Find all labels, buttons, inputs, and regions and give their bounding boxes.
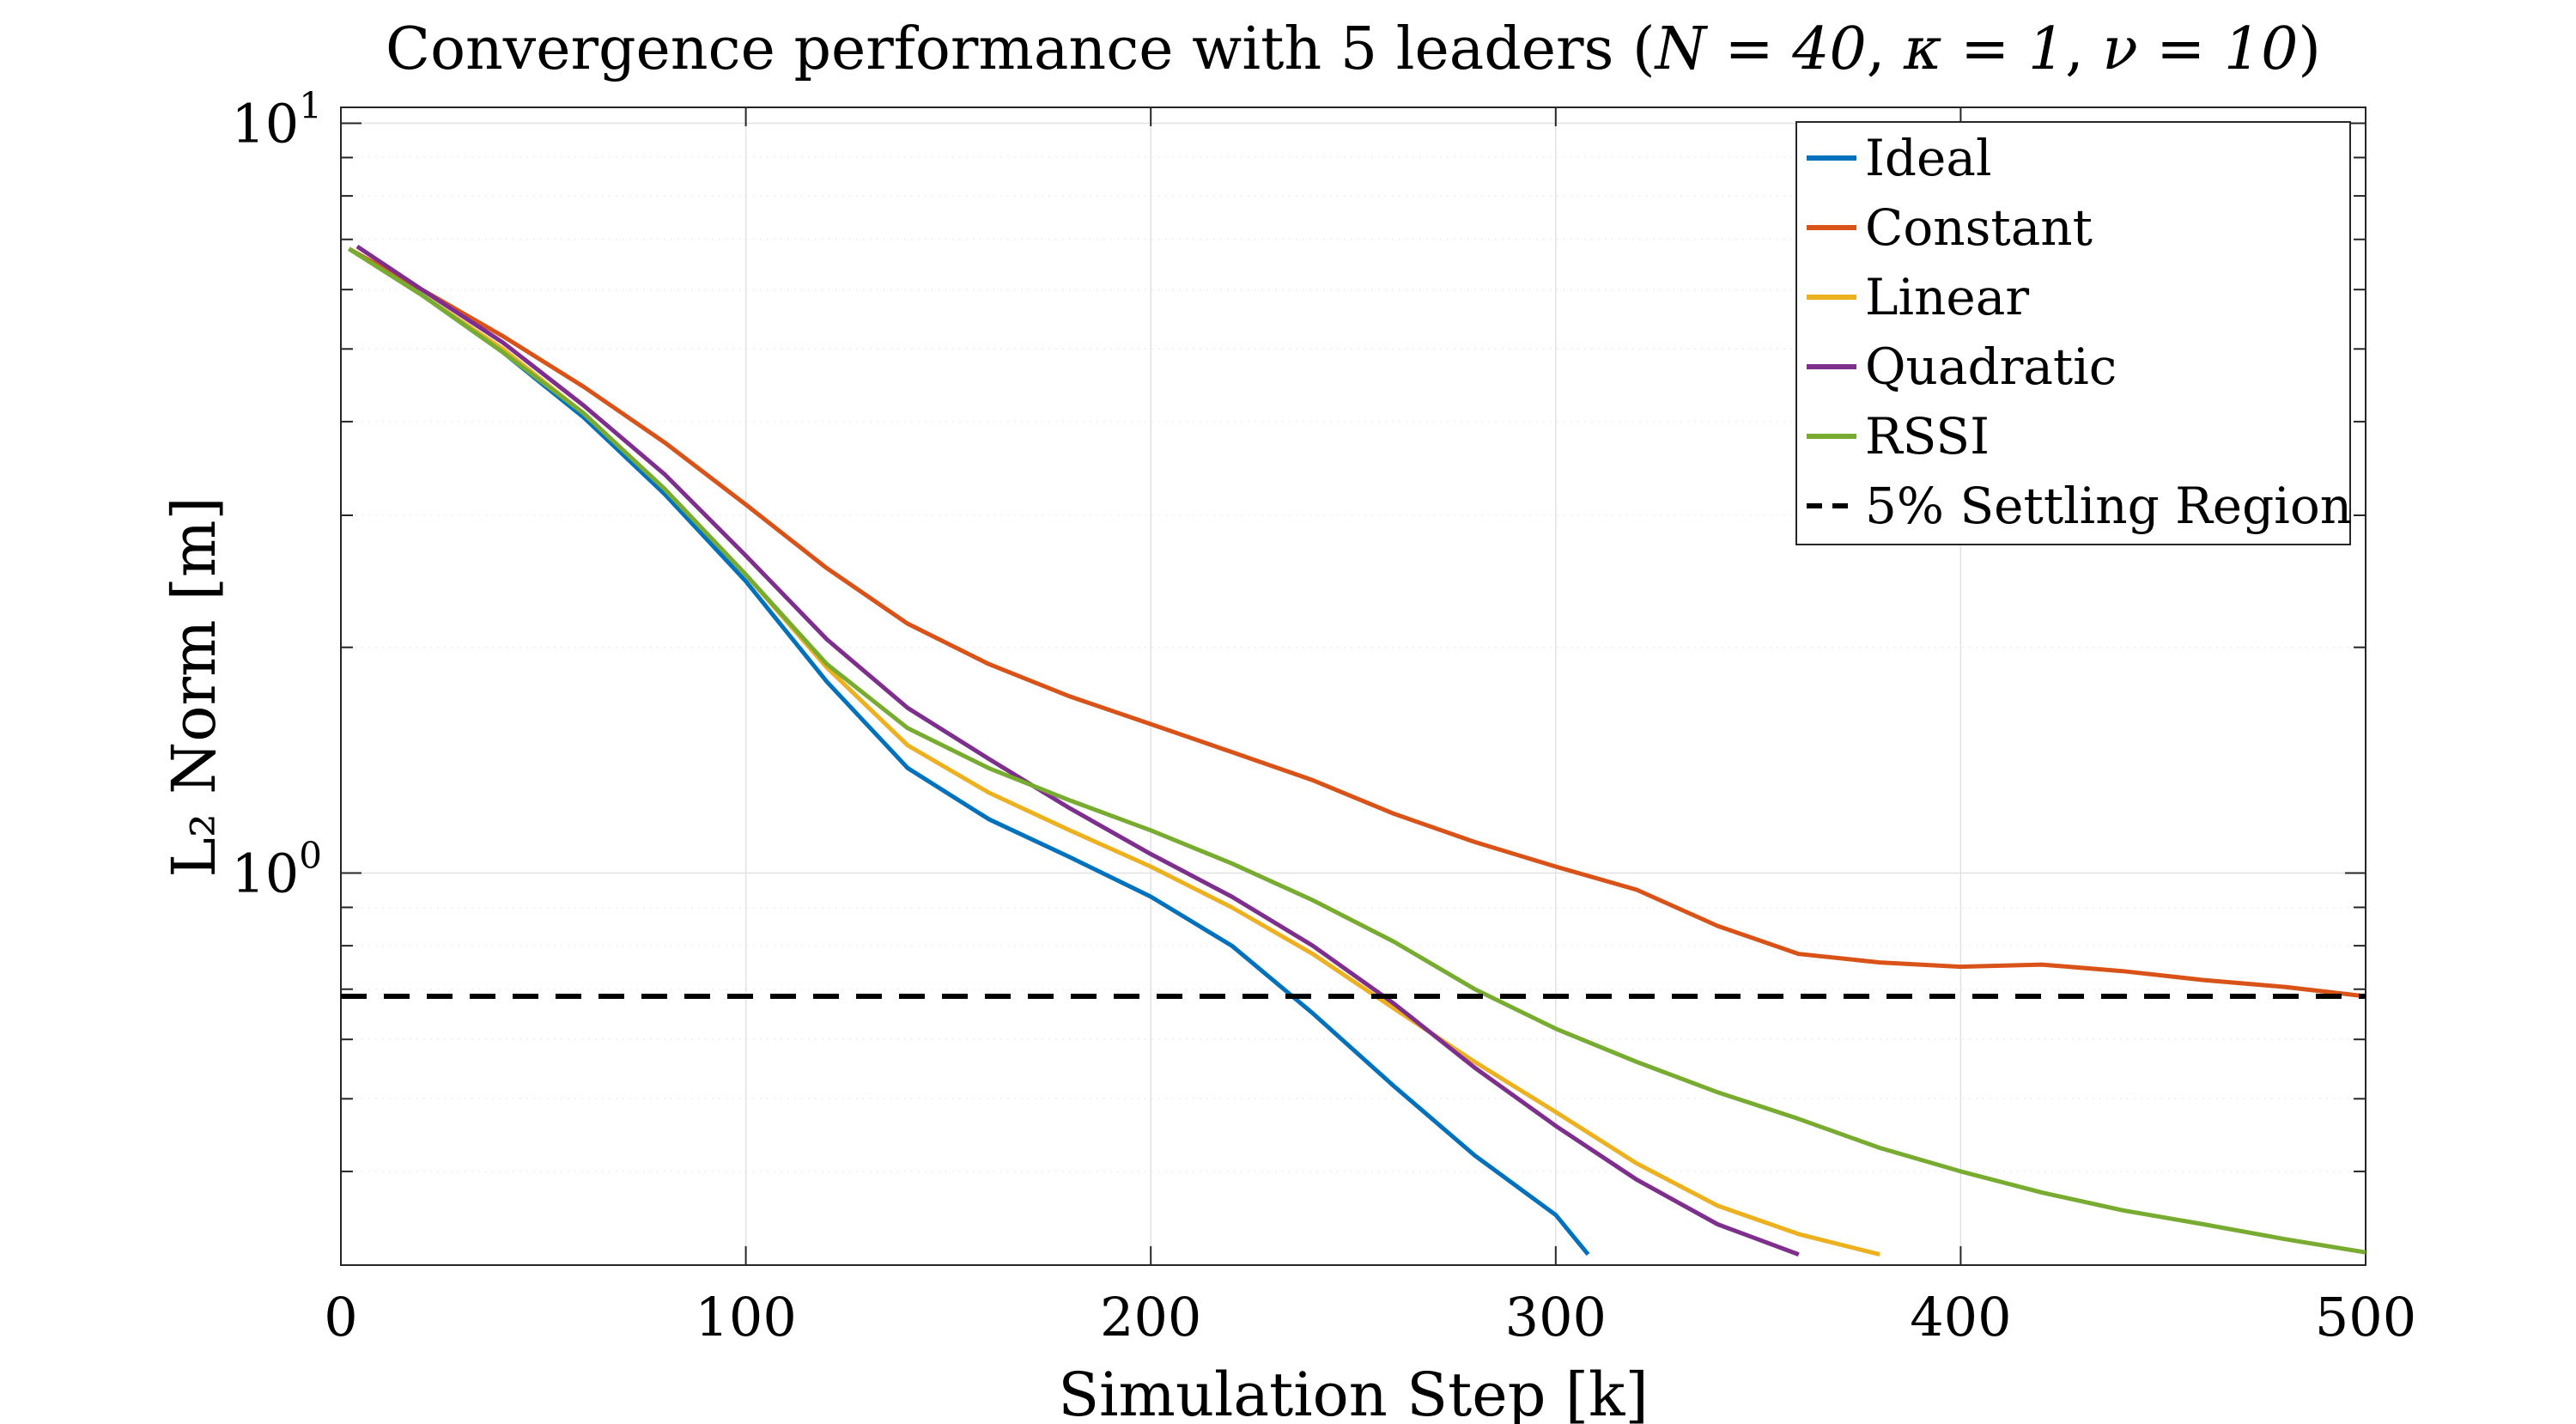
- series-line-rssi: [348, 246, 2366, 1255]
- x-tick-label: 200: [1100, 1286, 1201, 1348]
- y-axis-label: L₂ Norm [m]: [159, 496, 229, 877]
- y-tick-label: 100: [231, 835, 322, 905]
- chart-title: Convergence performance with 5 leaders (…: [386, 15, 2321, 83]
- x-tick-label: 400: [1910, 1286, 2011, 1348]
- legend-label-ideal: Ideal: [1865, 129, 1992, 187]
- tick-marks: [340, 107, 2366, 1266]
- series-lines: [348, 244, 2366, 1257]
- series-line-quadratic: [355, 244, 1800, 1257]
- x-tick-label: 300: [1505, 1286, 1607, 1348]
- legend-label-linear: Linear: [1865, 268, 2029, 326]
- x-axis-label-unit: [k]: [1565, 1360, 1649, 1424]
- legend-label-5-settling-region: 5% Settling Region: [1865, 477, 2352, 535]
- legend-label-rssi: RSSI: [1865, 407, 1990, 466]
- title-param-kappa: κ = 1: [1903, 15, 2065, 83]
- title-suffix: ): [2298, 15, 2321, 83]
- legend-label-quadratic: Quadratic: [1865, 338, 2117, 396]
- title-param-nu: ν = 10: [2102, 15, 2298, 83]
- title-prefix: Convergence performance with 5 leaders (: [386, 15, 1656, 83]
- title-param-n: N = 40: [1654, 15, 1867, 83]
- x-tick-label: 0: [324, 1286, 357, 1348]
- series-line-ideal: [348, 246, 1590, 1257]
- legend-box: [1795, 121, 2351, 545]
- x-axis-label: Simulation Step [k]: [1058, 1360, 1649, 1424]
- legend: Ideal Constant Linear Quadratic RSSI 5% Settl…: [1795, 121, 2352, 545]
- y-tick-label: 101: [231, 84, 322, 155]
- y-tick-labels: 100 101: [231, 84, 322, 904]
- x-axis-label-text: Simulation Step: [1058, 1360, 1546, 1424]
- x-tick-label: 500: [2315, 1286, 2416, 1348]
- x-tick-label: 100: [695, 1286, 796, 1348]
- series-line-constant: [348, 246, 2366, 999]
- x-tick-labels: 0 100 200 300 400 500: [324, 1286, 2416, 1348]
- axes-box: [340, 106, 2366, 1266]
- legend-label-constant: Constant: [1865, 198, 2093, 257]
